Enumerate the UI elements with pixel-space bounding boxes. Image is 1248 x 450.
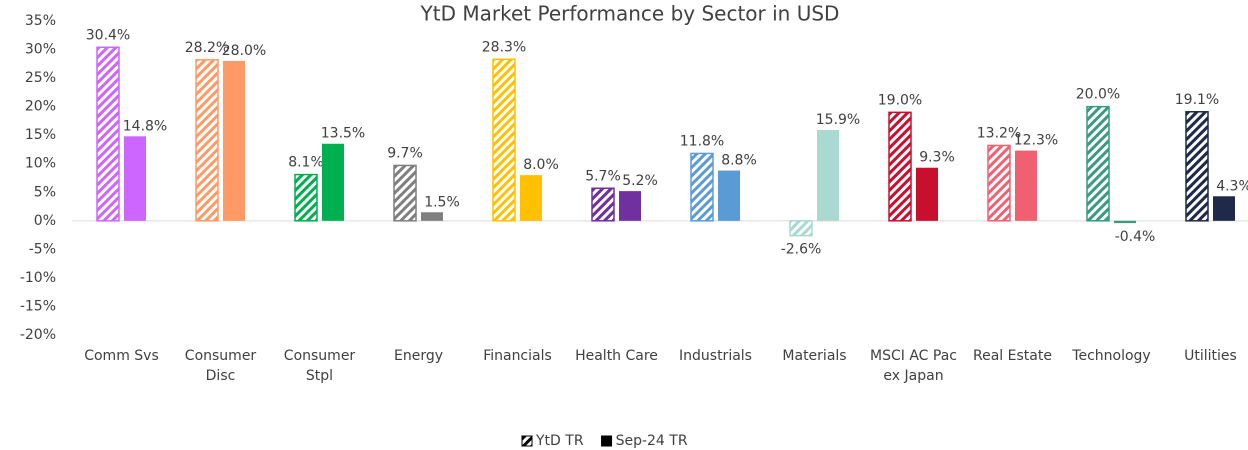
data-label: 9.3% <box>919 150 955 166</box>
y-tick-label: 15% <box>25 127 56 143</box>
data-label: 11.8% <box>680 133 724 149</box>
y-tick-label: 35% <box>25 13 56 29</box>
data-label: 13.2% <box>977 125 1021 141</box>
data-label: 28.0% <box>222 43 266 59</box>
bar <box>1086 105 1110 222</box>
x-tick-label: Energy <box>393 348 443 364</box>
data-label: 1.5% <box>424 194 460 210</box>
y-tick-label: 30% <box>25 42 56 58</box>
x-tick-label: Consumer Stpl <box>283 348 356 384</box>
legend-swatch <box>521 435 533 447</box>
y-tick-label: -5% <box>29 241 56 257</box>
data-label: 19.1% <box>1175 92 1219 108</box>
data-label: 8.8% <box>721 153 757 169</box>
bar <box>492 58 516 222</box>
bar <box>1114 220 1136 224</box>
data-label: 14.8% <box>123 118 167 134</box>
data-label: 15.9% <box>816 112 860 128</box>
bar <box>591 187 615 222</box>
y-tick-label: 10% <box>25 156 56 172</box>
bar <box>789 220 813 237</box>
bar <box>987 144 1011 222</box>
data-label: 8.0% <box>523 157 559 173</box>
data-label: 30.4% <box>86 27 130 43</box>
data-label: 4.3% <box>1216 178 1248 194</box>
bar <box>124 136 146 221</box>
bar <box>1185 111 1209 222</box>
y-tick-label: -15% <box>20 298 56 314</box>
x-tick-label: Comm Svs <box>84 348 159 364</box>
data-label: 5.7% <box>585 168 621 184</box>
legend-label: Sep-24 TR <box>616 433 688 449</box>
y-tick-label: -20% <box>20 327 56 343</box>
bar <box>1015 150 1037 221</box>
bar <box>888 111 912 222</box>
data-label: 13.5% <box>321 126 365 142</box>
data-label: -0.4% <box>1115 229 1156 245</box>
bar <box>619 191 641 221</box>
chart-title: YtD Market Performance by Sector in USD <box>420 2 840 26</box>
x-tick-label: Materials <box>782 348 847 364</box>
bar <box>96 46 120 222</box>
x-tick-label: Consumer Disc <box>184 348 257 384</box>
legend-label: YtD TR <box>535 433 584 449</box>
data-label: 9.7% <box>387 145 423 161</box>
x-tick-label: Health Care <box>575 348 658 364</box>
bar <box>195 59 219 222</box>
data-label: 5.2% <box>622 173 658 189</box>
data-label: 28.2% <box>185 40 229 56</box>
y-tick-label: 25% <box>25 70 56 86</box>
data-label: 19.0% <box>878 92 922 108</box>
data-label: 20.0% <box>1076 87 1120 103</box>
data-label: 28.3% <box>482 39 526 55</box>
data-label: 12.3% <box>1014 133 1058 149</box>
bar <box>294 173 318 222</box>
data-label: -2.6% <box>781 242 822 258</box>
x-tick-label: MSCI AC Pac ex Japan <box>870 348 957 384</box>
bar <box>393 164 417 222</box>
bar <box>718 170 740 221</box>
x-tick-label: Technology <box>1072 348 1151 364</box>
bar <box>916 167 938 221</box>
y-tick-label: -10% <box>20 270 56 286</box>
y-tick-label: 5% <box>34 184 56 200</box>
x-tick-label: Utilities <box>1184 348 1237 364</box>
bar <box>1213 196 1235 221</box>
legend-swatch <box>601 435 613 447</box>
y-tick-label: 20% <box>25 99 56 115</box>
x-tick-label: Financials <box>483 348 552 364</box>
data-label: 8.1% <box>288 155 324 171</box>
bar <box>421 212 443 221</box>
bar <box>322 143 344 221</box>
bar <box>223 60 245 221</box>
y-tick-label: 0% <box>34 213 56 229</box>
x-tick-label: Industrials <box>679 348 752 364</box>
bar <box>520 175 542 221</box>
x-tick-label: Real Estate <box>973 348 1052 364</box>
bar <box>690 152 714 222</box>
bar <box>817 130 839 221</box>
